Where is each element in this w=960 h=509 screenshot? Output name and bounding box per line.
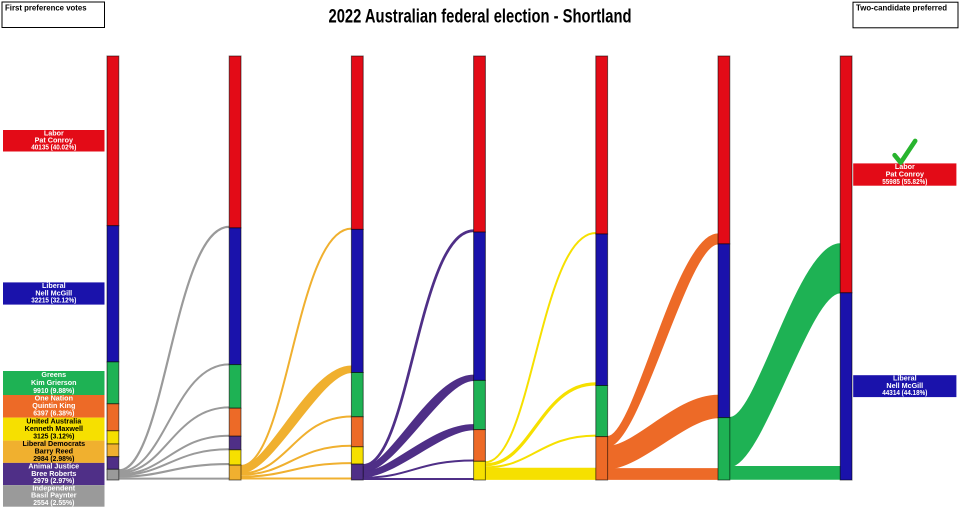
svg-text:Labor: Labor [44,128,64,137]
svg-text:Two-candidate preferred: Two-candidate preferred [856,3,947,12]
svg-text:Independent: Independent [32,483,75,492]
svg-text:Basil Paynter: Basil Paynter [31,491,77,500]
svg-text:40135 (40.02%): 40135 (40.02%) [31,143,77,152]
svg-text:Kenneth Maxwell: Kenneth Maxwell [25,424,83,433]
svg-text:2554 (2.55%): 2554 (2.55%) [33,498,75,507]
svg-text:32215 (32.12%): 32215 (32.12%) [31,296,77,305]
svg-text:2022 Australian federal electi: 2022 Australian federal election - Short… [329,5,632,27]
svg-text:One Nation: One Nation [35,394,73,403]
svg-text:Nell McGill: Nell McGill [886,381,923,390]
svg-text:44314 (44.18%): 44314 (44.18%) [882,388,928,397]
svg-text:Kim Grierson: Kim Grierson [31,378,77,387]
svg-text:Liberal: Liberal [42,281,66,290]
svg-text:6397 (6.38%): 6397 (6.38%) [33,409,75,418]
svg-text:55985 (55.82%): 55985 (55.82%) [882,177,928,186]
svg-text:Liberal: Liberal [893,374,917,383]
svg-text:3125 (3.12%): 3125 (3.12%) [33,432,75,441]
svg-text:Bree Roberts: Bree Roberts [31,469,76,478]
svg-text:2984 (2.98%): 2984 (2.98%) [33,454,75,463]
svg-text:Quintin King: Quintin King [32,401,75,410]
svg-text:Nell McGill: Nell McGill [35,288,72,297]
svg-text:Labor: Labor [895,162,915,171]
svg-text:Barry Reed: Barry Reed [35,447,73,456]
svg-text:Animal Justice: Animal Justice [28,461,79,470]
svg-text:2979 (2.97%): 2979 (2.97%) [33,476,75,485]
svg-text:9910 (9.88%): 9910 (9.88%) [33,386,75,395]
svg-text:United Australia: United Australia [26,416,82,425]
svg-text:Pat Conroy: Pat Conroy [35,135,73,144]
svg-text:Liberal Democrats: Liberal Democrats [22,439,85,448]
svg-text:Greens: Greens [41,370,66,379]
svg-text:Pat Conroy: Pat Conroy [886,169,924,178]
svg-text:First preference votes: First preference votes [5,3,87,12]
